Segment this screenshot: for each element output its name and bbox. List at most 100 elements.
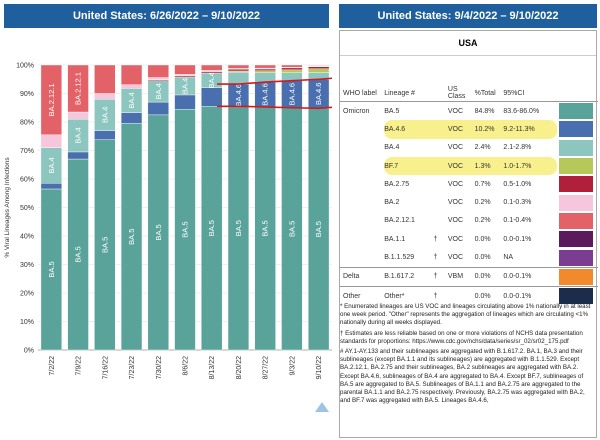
bar-segment-ba-2-12-1 xyxy=(201,64,223,71)
cell-who-label xyxy=(340,212,384,230)
cell-us-class: VOC xyxy=(447,156,475,176)
bar-segment-ba-4-6 xyxy=(94,130,116,140)
bar-segment-ba-2-12-1 xyxy=(147,64,169,78)
cell-total: 0.0% xyxy=(474,292,491,300)
cell-swatch xyxy=(557,193,598,211)
color-swatch xyxy=(558,268,593,285)
cell-ci: 0.0-0.1% xyxy=(503,292,532,300)
bar-segment-ba-2-75 xyxy=(281,67,303,71)
bar-segment-ba-2-12-1 xyxy=(120,64,143,85)
cell-who-label: Omicron xyxy=(343,107,370,115)
cell-us-class: VBM xyxy=(447,267,475,287)
bar-segment-label: BA.5 xyxy=(47,261,56,277)
bar-segment-ba-4-6 xyxy=(201,87,223,107)
table-row: Other Other* † 0.0% 0.0-0.1% xyxy=(340,286,598,305)
cell-ci: 1.0-1.7% xyxy=(503,156,557,176)
bar-segment-label: BA.4 xyxy=(47,157,56,173)
cell-dagger: † xyxy=(433,292,438,300)
bar-segment-label: BA.5 xyxy=(127,229,136,245)
color-swatch xyxy=(558,103,593,120)
cell-us-class: VOC xyxy=(447,144,464,152)
bar-segment-label: BA.4.6 xyxy=(234,84,243,107)
x-tick-label: 8/27/22 xyxy=(263,356,270,379)
cell-us-class: VOC xyxy=(447,120,475,139)
bar-segment-bf-7 xyxy=(254,70,276,73)
cell-lineage: B.1.617.2 xyxy=(384,267,434,287)
color-swatch xyxy=(558,231,593,248)
bar-segment-label: BA.4 xyxy=(100,107,109,123)
cell-total: 2.4% xyxy=(474,144,491,152)
header-swatch xyxy=(556,85,598,102)
bar-segment-ba-4 xyxy=(227,71,250,85)
cell-ci: 2.1-2.8% xyxy=(503,144,532,152)
cell-lineage: BA.1.1 xyxy=(384,235,406,243)
table-row: BA.2.75 VOC 0.7% 0.5-1.0% xyxy=(340,175,598,193)
cell-total: 84.8% xyxy=(474,107,495,115)
cell-lineage: Other* xyxy=(384,292,405,300)
bar-segment-ba-2 xyxy=(174,74,196,77)
bar-segment-ba-2-12-1 xyxy=(254,64,276,69)
footnote-dagger: † Estimates are less reliable based on o… xyxy=(340,329,583,345)
header-total: %Total xyxy=(474,85,504,102)
bar-segment-ba-2-12-1 xyxy=(67,64,89,113)
bar-segment-label: BA.4.6 xyxy=(261,83,270,106)
color-swatch xyxy=(558,158,593,175)
bar-segment-ba-2 xyxy=(147,77,169,81)
cell-dagger xyxy=(433,156,448,176)
color-swatch xyxy=(558,121,593,138)
bar-segment-ba-2 xyxy=(120,84,143,89)
bar-segment-ba-2-12-1 xyxy=(227,64,250,69)
x-tick-label: 8/20/22 xyxy=(236,356,243,379)
bar-segment-ba-4 xyxy=(281,72,303,81)
table-row: BA.4.6 VOC 10.2% 9.2-11.3% xyxy=(340,120,598,139)
cell-total: 0.2% xyxy=(474,217,491,225)
bar-segment-ba-2 xyxy=(94,93,116,100)
header-who-label: WHO label xyxy=(340,85,385,102)
y-tick-label: 70% xyxy=(20,148,34,155)
x-tick-label: 7/23/22 xyxy=(129,356,136,379)
bar-segment-ba-4 xyxy=(254,72,276,83)
cell-who-label: Other xyxy=(343,292,361,300)
cell-swatch xyxy=(557,175,598,193)
header-ci: 95%CI xyxy=(503,85,557,102)
cell-total: 0.0% xyxy=(474,235,491,243)
color-swatch xyxy=(558,176,593,193)
table-row: Omicron BA.5 VOC 84.8% 83.6-86.0% xyxy=(340,102,598,121)
cell-total: 0.0% xyxy=(474,248,504,268)
table-row: BA.2 VOC 0.2% 0.1-0.3% xyxy=(340,193,598,211)
bar-segment-ba-2-12-1 xyxy=(281,64,303,68)
header-dagger xyxy=(433,85,448,102)
bar-segment-label: BA.4.6 xyxy=(287,83,296,106)
lineage-table-panel: USA WHO label Lineage # US Class %Total … xyxy=(339,30,598,438)
scroll-up-arrow-icon[interactable] xyxy=(315,402,329,412)
bar-segment-bf-7 xyxy=(281,69,303,73)
cell-lineage: B.1.1.529 xyxy=(384,248,434,268)
color-swatch xyxy=(558,194,593,211)
cell-us-class: VOC xyxy=(447,199,464,207)
x-tick-label: 9/3/22 xyxy=(289,356,296,376)
color-swatch xyxy=(558,139,593,156)
table-row: BA.4 VOC 2.4% 2.1-2.8% xyxy=(340,139,598,157)
table-body: Omicron BA.5 VOC 84.8% 83.6-86.0% BA.4.6 VOC 10… xyxy=(340,102,598,306)
y-tick-label: 80% xyxy=(20,120,34,127)
cell-us-class: VOC xyxy=(447,107,464,115)
y-axis-label: % Viral Lineages Among Infections xyxy=(4,157,11,258)
cell-total: 1.3% xyxy=(474,156,504,176)
y-tick-label: 20% xyxy=(20,291,34,298)
cell-ci: 0.5-1.0% xyxy=(503,180,532,188)
cell-who-label xyxy=(340,139,384,157)
cell-total: 0.7% xyxy=(474,180,491,188)
bar-segment-ba-2-12-1 xyxy=(308,65,330,67)
bar-segment-label: BA.4 xyxy=(207,72,216,88)
cell-ci: 83.6-86.0% xyxy=(503,107,540,115)
footnote-star: * Enumerated lineages are US VOC and lin… xyxy=(340,303,591,327)
cell-who-label xyxy=(340,248,385,268)
cell-who-label xyxy=(340,230,384,248)
bar-segment-ba-4-6 xyxy=(67,151,89,160)
footnotes: * Enumerated lineages are US VOC and lin… xyxy=(340,303,594,407)
table-row: BF.7 VOC 1.3% 1.0-1.7% xyxy=(340,156,598,176)
color-swatch xyxy=(558,288,593,305)
bar-segment-label: BA.5 xyxy=(261,220,270,236)
cell-swatch xyxy=(557,212,598,230)
x-tick-label: 7/30/22 xyxy=(156,356,163,379)
